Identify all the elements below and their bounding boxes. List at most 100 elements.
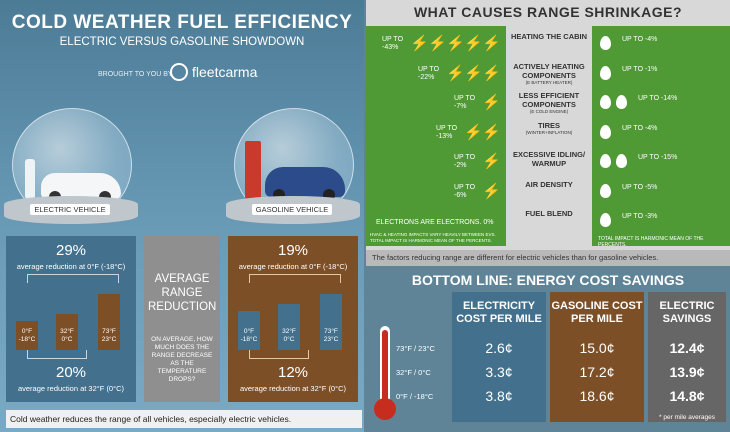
savings-title: BOTTOM LINE: ENERGY COST SAVINGS [411, 272, 685, 288]
page-subtitle: ELECTRIC VERSUS GASOLINE SHOWDOWN [59, 36, 305, 48]
ev-note: HVAC & HEATING IMPACTS VARY HEAVILY BETW… [370, 232, 496, 243]
gas-bar: 73°F 23°C [320, 294, 342, 350]
ev-bar-label: 32°F 0°C [60, 328, 74, 343]
lightning-bolt-icon: ⚡ [464, 124, 483, 141]
ev-impact-text: UP TO -13% [436, 125, 458, 140]
gas-cap-0f: average reduction at 0°F (-18°C) [238, 262, 348, 271]
gas-bracket-bottom [249, 350, 309, 359]
cause-factor-sublabel: (WINTER+INFLATION) [525, 130, 573, 135]
average-range-reduction-title: AVERAGE RANGE REDUCTION [148, 273, 217, 313]
brand-name: fleetcarma [192, 64, 258, 80]
electricity-cost-value: 2.6¢ [485, 340, 513, 356]
electricity-cost-header: ELECTRICITY COST PER MILE [456, 300, 542, 325]
electric-savings-value: 14.8¢ [669, 388, 705, 404]
gas-note: TOTAL IMPACT IS HARMONIC MEAN OF THE PER… [598, 236, 704, 248]
ev-pct-0f: 29% [55, 242, 87, 259]
gas-bar-label: 73°F 23°C [323, 328, 339, 343]
ev-bar: 0°F -18°C [16, 321, 38, 350]
fuel-drop-icon [600, 154, 611, 168]
electric-vehicle-label: ELECTRIC VEHICLE [30, 204, 110, 215]
fuel-drop-icon [616, 154, 627, 168]
electric-savings-column: ELECTRIC SAVINGS [648, 292, 726, 422]
gas-impact-text: UP TO -3% [622, 213, 658, 220]
gas-impact-text: UP TO -4% [622, 36, 658, 43]
ev-impact-text: UP TO -43% [382, 36, 404, 51]
electric-savings-header: ELECTRIC SAVINGS [659, 300, 715, 325]
cause-factor-label: FUEL BLEND [525, 209, 573, 218]
cause-row: ACTIVELY HEATING COMPONENTS (E BATTERY HE… [508, 62, 590, 86]
ev-impact-text: UP TO -7% [454, 95, 476, 110]
causes-title: WHAT CAUSES RANGE SHRINKAGE? [413, 4, 683, 20]
left-panel: COLD WEATHER FUEL EFFICIENCY ELECTRIC VE… [0, 0, 364, 432]
left-footer-text: Cold weather reduces the range of all ve… [6, 410, 362, 428]
fuel-drop-icon [600, 213, 611, 227]
ev-impact-text: ELECTRONS ARE ELECTRONS. 0% [376, 219, 494, 226]
fuel-drop-icon [600, 184, 611, 198]
average-reduction-box: AVERAGE RANGE REDUCTION ON AVERAGE, HOW … [144, 236, 220, 402]
electricity-cost-value: 3.3¢ [485, 364, 513, 380]
gas-cap-32f: average reduction at 32°F (0°C) [239, 384, 347, 393]
ev-impact-text: UP TO -2% [454, 154, 476, 169]
gas-pct-32f: 12% [277, 364, 309, 381]
ev-cap-32f: average reduction at 32°F (0°C) [17, 384, 125, 393]
cause-row: HEATING THE CABIN [508, 32, 590, 41]
ev-bar: 73°F 23°C [98, 294, 120, 350]
gas-impact-text: UP TO -4% [622, 125, 658, 132]
fuel-drop-icon [600, 125, 611, 139]
ev-cap-0f: average reduction at 0°F (-18°C) [16, 262, 126, 271]
ev-bracket-top [27, 274, 119, 283]
fuel-drop-icon [616, 95, 627, 109]
gas-causes-column [592, 26, 730, 246]
charger-icon [25, 159, 35, 199]
gas-impact-text: UP TO -1% [622, 66, 658, 73]
lightning-bolt-icon: ⚡ [482, 35, 501, 52]
ev-impact-text: UP TO -6% [454, 184, 476, 199]
gasoline-cost-value: 18.6¢ [579, 388, 615, 404]
gasoline-vehicle-label: GASOLINE VEHICLE [252, 204, 332, 215]
gasoline-cost-value: 17.2¢ [579, 364, 615, 380]
lightning-bolt-icon: ⚡ [482, 94, 501, 111]
lightning-bolt-icon: ⚡ [482, 153, 501, 170]
lightning-bolt-icon: ⚡ [446, 35, 465, 52]
ev-bracket-bottom [27, 350, 87, 359]
ev-bar: 32°F 0°C [56, 314, 78, 350]
lightning-bolt-icon: ⚡ [410, 35, 429, 52]
ev-bar-label: 0°F -18°C [18, 328, 36, 343]
page-title: COLD WEATHER FUEL EFFICIENCY [11, 12, 353, 33]
right-panel: WHAT CAUSES RANGE SHRINKAGE? UP TO -43% ⚡… [366, 0, 730, 432]
cause-factor-label: EXCESSIVE IDLING/ WARMUP [512, 150, 586, 168]
gas-bar-label: 32°F 0°C [282, 328, 296, 343]
lightning-bolt-icon: ⚡ [446, 65, 465, 82]
savings-footnote: * per mile averages [659, 414, 715, 421]
fuel-drop-icon [600, 95, 611, 109]
gas-bar: 32°F 0°C [278, 304, 300, 350]
ev-impact-text: UP TO -22% [418, 66, 440, 81]
cause-factor-label: LESS EFFICIENT COMPONENTS [518, 91, 580, 109]
temperature-label: 32°F / 0°C [396, 368, 431, 377]
fleetcarma-logo-icon [170, 63, 188, 81]
temperature-label: 0°F / -18°C [396, 392, 434, 401]
ev-causes-column [366, 26, 506, 246]
gas-impact-text: UP TO -5% [622, 184, 658, 191]
cause-factor-label: ACTIVELY HEATING COMPONENTS [513, 62, 585, 80]
fuel-drop-icon [600, 66, 611, 80]
cause-row: LESS EFFICIENT COMPONENTS (E COLD ENGINE) [508, 91, 590, 115]
lightning-bolt-icon: ⚡ [482, 65, 501, 82]
gas-pct-0f: 19% [277, 242, 309, 259]
lightning-bolt-icon: ⚡ [428, 35, 447, 52]
electric-savings-value: 12.4¢ [669, 340, 705, 356]
cause-factor-label: HEATING THE CABIN [510, 32, 588, 41]
gas-impact-text: UP TO -15% [638, 154, 678, 161]
cause-factor-label: AIR DENSITY [525, 180, 573, 189]
gasoline-reduction-box: 19% average reduction at 0°F (-18°C) 0°F… [228, 236, 358, 402]
temperature-label: 73°F / 23°C [396, 344, 435, 353]
lightning-bolt-icon: ⚡ [482, 124, 501, 141]
causes-summary: The factors reducing range are different… [366, 250, 730, 266]
cause-row: AIR DENSITY [508, 180, 590, 189]
thermometer-bulb-icon [374, 398, 396, 420]
electricity-cost-column: ELECTRICITY COST PER MILE [452, 292, 546, 422]
cause-row: EXCESSIVE IDLING/ WARMUP [508, 150, 590, 168]
gasoline-cost-value: 15.0¢ [579, 340, 615, 356]
brought-by-text: BROUGHT TO YOU BY [98, 71, 173, 78]
fuel-drop-icon [600, 36, 611, 50]
